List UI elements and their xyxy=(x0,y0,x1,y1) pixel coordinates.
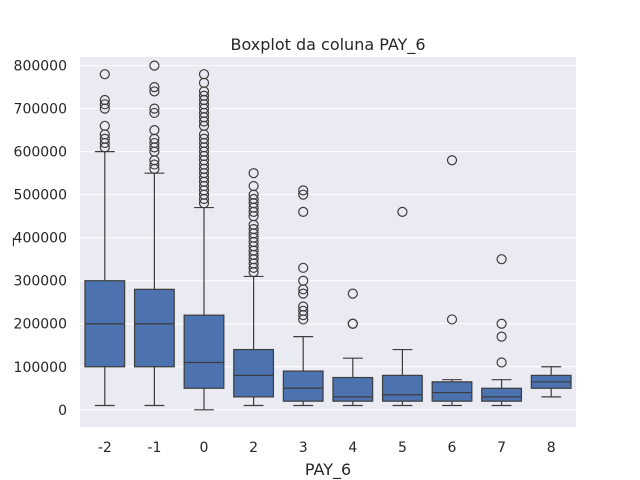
outlier-point xyxy=(496,357,507,368)
y-ticks: 0 100000 200000 300000 400000 500000 600000 700… xyxy=(14,59,67,419)
outlier-point xyxy=(248,180,259,192)
outlier-point xyxy=(298,189,309,200)
x-tick-label: 5 xyxy=(398,440,407,456)
outlier-point xyxy=(347,318,358,329)
outlier-point xyxy=(347,288,358,299)
outlier-point xyxy=(397,206,408,217)
y-tick-label: 600000 xyxy=(14,145,67,161)
x-axis-label: PAY_6 xyxy=(305,460,351,480)
y-tick-label: 0 xyxy=(58,403,67,419)
x-tick-label: -1 xyxy=(147,440,161,456)
outlier-point xyxy=(198,69,210,80)
outlier-point xyxy=(248,193,259,205)
iqr-box xyxy=(332,376,374,402)
y-tick-label: 200000 xyxy=(14,317,67,333)
x-tick-label: 8 xyxy=(547,440,556,456)
outlier-point xyxy=(298,206,309,217)
y-tick-label: 300000 xyxy=(14,274,67,290)
x-tick-label: 0 xyxy=(200,440,209,456)
iqr-box xyxy=(481,387,523,402)
box--1 xyxy=(133,60,175,407)
outlier-point xyxy=(149,159,160,170)
outlier-point xyxy=(298,288,309,299)
chart-title: Boxplot da coluna PAY_6 xyxy=(230,35,425,55)
x-tick-label: 6 xyxy=(448,440,457,456)
outlier-point xyxy=(149,125,160,136)
iqr-box xyxy=(133,288,175,368)
x-tick-label: 4 xyxy=(348,440,357,456)
box-3 xyxy=(282,185,324,407)
y-tick-label: 100000 xyxy=(14,360,67,376)
outlier-point xyxy=(298,301,309,312)
outlier-point xyxy=(149,86,160,97)
x-tick-label: 3 xyxy=(299,440,308,456)
outlier-point xyxy=(496,254,507,265)
boxes xyxy=(84,60,572,411)
outlier-point xyxy=(99,133,110,144)
y-tick-label: 800000 xyxy=(14,59,67,75)
outlier-point xyxy=(99,94,110,106)
outlier-point xyxy=(149,103,160,114)
box--2 xyxy=(84,69,126,407)
x-tick-label: 7 xyxy=(497,440,506,456)
outlier-point xyxy=(298,185,309,196)
outlier-point xyxy=(99,69,110,80)
x-tick-label: -2 xyxy=(98,440,112,456)
outlier-point xyxy=(198,133,210,144)
box-7 xyxy=(481,254,523,407)
y-tick-label: 400000 xyxy=(14,231,67,247)
outlier-point xyxy=(446,155,458,166)
box-6 xyxy=(431,155,473,407)
outlier-point xyxy=(248,168,259,179)
iqr-box xyxy=(282,370,324,402)
box-0 xyxy=(183,69,225,411)
outlier-point xyxy=(149,60,160,71)
iqr-box xyxy=(431,381,473,402)
outlier-point xyxy=(446,314,458,325)
y-tick-label: 700000 xyxy=(14,102,67,118)
box-4 xyxy=(332,288,374,407)
iqr-box xyxy=(381,374,423,402)
box-8 xyxy=(530,366,572,398)
outlier-point xyxy=(99,99,110,110)
outlier-point xyxy=(149,82,160,93)
outlier-point xyxy=(298,275,309,286)
x-tick-label: 2 xyxy=(249,440,258,456)
outlier-point xyxy=(496,318,507,329)
outlier-point xyxy=(149,137,160,149)
iqr-box xyxy=(183,314,225,389)
outlier-point xyxy=(99,120,110,131)
iqr-box xyxy=(233,348,275,398)
outlier-point xyxy=(149,107,160,119)
y-axis-label: _ xyxy=(0,237,15,247)
outlier-point xyxy=(298,305,309,316)
outlier-point xyxy=(496,331,507,342)
x-ticks: -2 -1 0 2 3 4 5 6 7 8 xyxy=(98,440,556,456)
outlier-point xyxy=(248,223,259,235)
outlier-point xyxy=(298,262,309,273)
box-5 xyxy=(381,206,423,407)
y-tick-label: 500000 xyxy=(14,188,67,204)
box-2 xyxy=(233,168,275,407)
outlier-point xyxy=(198,90,210,101)
